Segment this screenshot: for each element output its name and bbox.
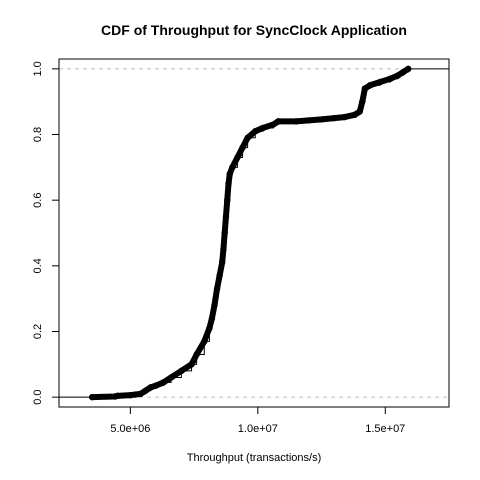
data-point-13 xyxy=(193,351,200,358)
chart-title: CDF of Throughput for SyncClock Applicat… xyxy=(101,22,407,38)
data-point-35 xyxy=(292,118,300,125)
cdf-step-line xyxy=(59,68,449,398)
plot-border xyxy=(58,58,450,408)
y-tick-label-4: 0.8 xyxy=(32,127,44,142)
data-point-25 xyxy=(225,180,232,187)
data-point-31 xyxy=(252,128,259,135)
data-point-10 xyxy=(167,374,175,381)
data-point-18 xyxy=(213,285,221,293)
data-point-48 xyxy=(399,68,407,76)
data-point-21 xyxy=(220,246,227,253)
data-point-37 xyxy=(318,116,325,123)
cdf-curve xyxy=(89,65,412,401)
data-point-36 xyxy=(305,117,313,124)
data-point-12 xyxy=(188,361,195,368)
y-axis: 0.0 0.2 0.4 0.6 0.8 1.0 xyxy=(32,61,60,405)
data-point-34 xyxy=(275,118,282,125)
data-point-7 xyxy=(147,384,154,391)
y-tick-label-5: 1.0 xyxy=(32,61,44,76)
y-tick-label-2: 0.4 xyxy=(32,258,44,273)
data-point-8 xyxy=(152,382,160,389)
data-point-15 xyxy=(206,325,213,332)
data-point-27 xyxy=(229,164,236,171)
x-tick-label-2: 1.5e+07 xyxy=(365,423,405,435)
data-point-44 xyxy=(366,82,374,89)
x-axis: 5.0e+06 1.0e+07 1.5e+07 xyxy=(110,406,405,435)
data-point-2 xyxy=(114,392,121,400)
data-point-30 xyxy=(244,134,251,141)
data-point-20 xyxy=(218,259,226,266)
data-point-45 xyxy=(376,78,384,86)
data-point-17 xyxy=(211,302,218,309)
data-point-41 xyxy=(356,108,363,115)
data-point-47 xyxy=(394,72,402,79)
data-point-9 xyxy=(160,379,167,386)
data-point-32 xyxy=(259,124,267,132)
data-point-49 xyxy=(405,65,412,73)
x-axis-label: Throughput (transactions/s) xyxy=(187,452,322,464)
data-point-46 xyxy=(387,75,394,82)
data-point-40 xyxy=(351,111,358,119)
data-point-38 xyxy=(331,114,338,122)
data-point-11 xyxy=(178,367,185,375)
data-point-5 xyxy=(137,390,144,398)
x-tick-label-1: 1.0e+07 xyxy=(238,423,278,435)
data-point-0 xyxy=(88,393,96,401)
plot-area xyxy=(59,65,449,401)
data-point-3 xyxy=(127,391,134,399)
data-point-39 xyxy=(341,113,348,121)
y-tick-label-0: 0.0 xyxy=(32,390,44,405)
data-point-29 xyxy=(239,144,246,151)
data-point-4 xyxy=(132,391,139,398)
data-point-19 xyxy=(216,272,223,279)
data-point-23 xyxy=(222,213,230,220)
data-point-33 xyxy=(269,121,277,128)
data-point-42 xyxy=(359,98,366,105)
data-point-22 xyxy=(221,229,228,237)
data-point-43 xyxy=(361,85,369,92)
y-tick-label-1: 0.2 xyxy=(32,324,44,339)
x-tick-label-0: 5.0e+06 xyxy=(110,423,150,435)
data-point-16 xyxy=(208,315,216,322)
data-point-14 xyxy=(201,338,208,345)
data-point-6 xyxy=(142,387,149,394)
y-tick-label-3: 0.6 xyxy=(32,193,44,208)
data-point-24 xyxy=(224,196,231,204)
data-point-26 xyxy=(226,170,233,178)
data-point-28 xyxy=(234,154,241,161)
